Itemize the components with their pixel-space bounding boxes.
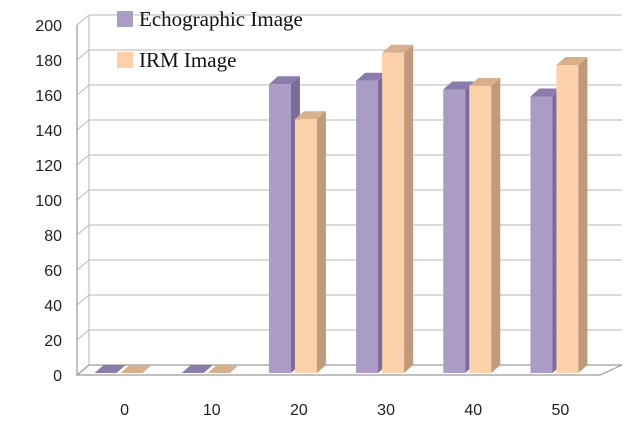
gridline-diagonal	[76, 14, 90, 26]
bar-side	[578, 57, 588, 373]
bar-top	[382, 44, 414, 53]
y-tick-label: 200	[35, 18, 62, 35]
bar-top	[356, 72, 388, 81]
bar-echographic	[268, 84, 291, 373]
y-tick-label: 140	[35, 123, 62, 140]
y-tick-label: 20	[44, 333, 62, 350]
bar-top	[556, 57, 588, 65]
gridline-diagonal	[76, 119, 90, 131]
y-tick-label: 160	[35, 88, 62, 105]
bar-top	[443, 81, 475, 90]
legend-label-echographic: Echographic Image	[139, 7, 303, 31]
gridline-diagonal	[76, 294, 90, 306]
y-tick-label: 100	[35, 193, 62, 210]
bar-side	[491, 78, 501, 373]
gridline-diagonal	[76, 224, 90, 236]
y-tick-label: 80	[44, 228, 62, 245]
bars	[94, 44, 588, 373]
bar-top	[294, 111, 326, 120]
legend-swatch-echographic	[117, 11, 133, 27]
gridline-diagonal	[76, 329, 90, 341]
bar-side	[316, 111, 326, 373]
bar-side	[404, 44, 414, 373]
x-axis-ticks: 0 10 20 30 40 50	[120, 402, 569, 419]
bar-irm	[469, 86, 492, 373]
x-tick-label: 30	[377, 402, 395, 419]
bar-top	[181, 365, 213, 373]
bar-top	[469, 78, 501, 86]
legend-label-irm: IRM Image	[139, 48, 236, 72]
bar-top	[268, 76, 300, 85]
y-tick-label: 60	[44, 263, 62, 280]
x-tick-label: 0	[120, 402, 129, 419]
bar-echographic	[356, 80, 379, 373]
gridline-diagonal	[76, 49, 90, 61]
bar-top	[207, 365, 239, 373]
y-tick-label: 120	[35, 158, 62, 175]
floor	[75, 364, 623, 376]
gridline-diagonal	[76, 189, 90, 201]
bar-echographic	[530, 96, 553, 373]
bar-echographic	[443, 89, 466, 373]
x-tick-label: 40	[464, 402, 482, 419]
bar-irm	[294, 119, 317, 373]
legend-swatch-irm	[117, 52, 133, 68]
y-axis-ticks: 0 20 40 60 80 100 120 140 160 180 200	[35, 18, 62, 385]
gridline-diagonal	[76, 84, 90, 96]
bar-top	[94, 365, 126, 373]
x-tick-label: 20	[290, 402, 308, 419]
bar-irm	[382, 52, 405, 373]
gridline-diagonal	[76, 154, 90, 166]
legend: Echographic Image IRM Image	[117, 7, 303, 72]
bar-irm	[556, 65, 579, 373]
y-tick-label: 0	[53, 368, 62, 385]
x-tick-label: 50	[552, 402, 570, 419]
gridline-diagonal	[76, 259, 90, 271]
axes	[75, 15, 623, 376]
y-tick-label: 40	[44, 298, 62, 315]
bar-top	[120, 365, 152, 373]
x-tick-label: 10	[203, 402, 221, 419]
y-tick-label: 180	[35, 53, 62, 70]
bar-top	[530, 88, 562, 97]
